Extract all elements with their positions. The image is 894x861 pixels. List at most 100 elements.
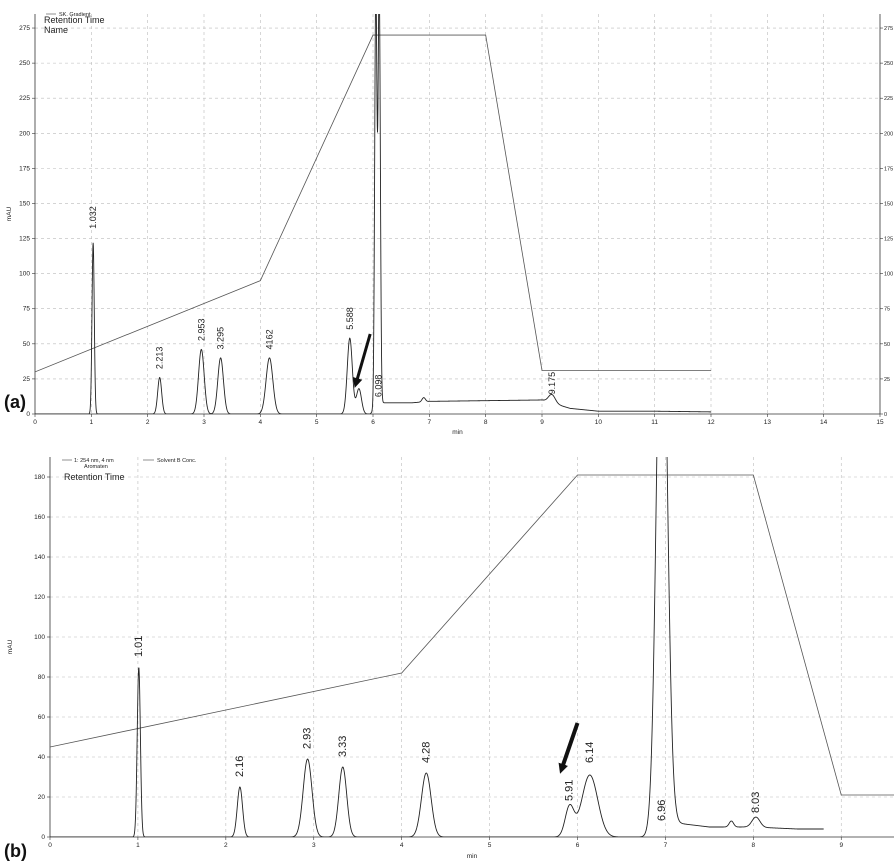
legend-entry: Retention Time bbox=[44, 15, 105, 25]
peak-label: 5.91 bbox=[564, 780, 576, 801]
y-tick-label: 160 bbox=[34, 514, 45, 521]
x-tick-label: 7 bbox=[428, 419, 432, 426]
x-tick-label: 1 bbox=[90, 419, 94, 426]
peak-label: 5.588 bbox=[345, 307, 355, 330]
grid bbox=[50, 457, 894, 837]
x-tick-label: 10 bbox=[595, 419, 603, 426]
y-tick-label: 20 bbox=[38, 794, 46, 801]
panel-label-a: (a) bbox=[4, 392, 26, 412]
peak-label: 3.33 bbox=[337, 736, 349, 757]
x-tick-label: 8 bbox=[752, 842, 756, 849]
peak-label: 9.175 bbox=[547, 372, 557, 395]
x-tick-label: 5 bbox=[488, 842, 492, 849]
x-tick-label: 7 bbox=[664, 842, 668, 849]
peak-label: 2.16 bbox=[234, 756, 246, 777]
peak-label: 1.032 bbox=[88, 206, 98, 229]
x-tick-label: 5 bbox=[315, 419, 319, 426]
peak-label: 8.03 bbox=[750, 792, 762, 813]
y-tick-label: 120 bbox=[34, 594, 45, 601]
x-tick-label: 3 bbox=[202, 419, 206, 426]
y-tick-label: 275 bbox=[19, 25, 30, 32]
x-tick-label: 9 bbox=[839, 842, 843, 849]
x-axis-label: min bbox=[452, 429, 463, 436]
y-tick-label-right: 225 bbox=[884, 96, 893, 102]
legend-entry: Retention Time bbox=[64, 472, 125, 482]
plot-area bbox=[35, 14, 711, 414]
x-tick-label: 8 bbox=[484, 419, 488, 426]
y-tick-label: 25 bbox=[23, 376, 31, 383]
y-tick-label: 140 bbox=[34, 554, 45, 561]
panel-label-b: (b) bbox=[4, 841, 27, 861]
peak-label: 4162 bbox=[264, 329, 274, 349]
y-tick-label-right: 200 bbox=[884, 131, 893, 137]
chart-panel-b: 0 1 2 3 4 5 6 7 8 9 0 20 40 60 80 100 120 140 160 180 min mAU… bbox=[7, 457, 894, 860]
x-tick-label: 4 bbox=[400, 842, 404, 849]
y-tick-label-right: 175 bbox=[884, 166, 893, 172]
y-tick-label: 150 bbox=[19, 200, 30, 207]
legend-entry: SK. Gradient bbox=[59, 12, 91, 18]
x-tick-label: 2 bbox=[224, 842, 228, 849]
x-tick-label: 11 bbox=[651, 419, 658, 426]
x-tick-label: 4 bbox=[259, 419, 263, 426]
chromatogram-line bbox=[50, 457, 824, 837]
x-tick-label: 6 bbox=[371, 419, 375, 426]
y-tick-label: 75 bbox=[23, 306, 31, 313]
legend-entry: Name bbox=[44, 25, 68, 35]
x-tick-label: 9 bbox=[540, 419, 544, 426]
grid bbox=[35, 14, 880, 414]
y-tick-label-right: 125 bbox=[884, 237, 893, 243]
peak-label: 2.213 bbox=[155, 347, 165, 370]
y-tick-label-right: 250 bbox=[884, 61, 893, 67]
peak-label: 6.96 bbox=[656, 800, 668, 821]
x-tick-label: 13 bbox=[764, 419, 772, 426]
y-tick-label: 125 bbox=[19, 236, 30, 243]
y-tick-label: 40 bbox=[38, 754, 46, 761]
y-tick-label-right: 50 bbox=[884, 342, 890, 348]
y-tick-label: 250 bbox=[19, 60, 30, 67]
y-tick-label: 0 bbox=[41, 834, 45, 841]
legend-entry: 1: 254 nm, 4 nm bbox=[74, 458, 114, 464]
x-tick-label: 12 bbox=[707, 419, 715, 426]
x-axis-label: min bbox=[467, 853, 478, 860]
peak-label: 4.28 bbox=[420, 742, 432, 763]
y-tick-label: 225 bbox=[19, 95, 30, 102]
x-tick-label: 1 bbox=[136, 842, 140, 849]
x-tick-label: 6 bbox=[576, 842, 580, 849]
peak-label: 2.953 bbox=[196, 318, 206, 341]
x-tick-label: 3 bbox=[312, 842, 316, 849]
legend-entry: Solvent B Conc. bbox=[157, 458, 197, 464]
y-tick-label: 100 bbox=[19, 271, 30, 278]
y-axis-label: mAU bbox=[7, 639, 14, 654]
y-tick-label: 180 bbox=[34, 474, 45, 481]
peak-label: 1.01 bbox=[133, 636, 145, 657]
annotation-arrow bbox=[558, 722, 580, 774]
chromatogram-line bbox=[35, 14, 711, 414]
y-axis-label: mAU bbox=[6, 206, 13, 221]
peak-label: 2.93 bbox=[302, 728, 314, 749]
y-tick-label-right: 0 bbox=[884, 412, 887, 418]
y-tick-label: 0 bbox=[26, 411, 30, 418]
x-tick-label: 14 bbox=[820, 419, 828, 426]
peak-label: 6.098 bbox=[374, 375, 384, 398]
y-tick-label-right: 75 bbox=[884, 307, 890, 313]
peak-label: 6.14 bbox=[584, 742, 596, 763]
x-tick-label: 0 bbox=[33, 419, 37, 426]
gradient-line bbox=[50, 474, 894, 796]
gradient-line bbox=[35, 34, 711, 373]
x-tick-label: 15 bbox=[876, 419, 884, 426]
annotation-arrow bbox=[352, 333, 372, 388]
x-tick-label: 0 bbox=[48, 842, 52, 849]
y-tick-label: 175 bbox=[19, 165, 30, 172]
plot-area bbox=[50, 457, 894, 837]
y-tick-label: 200 bbox=[19, 130, 30, 137]
legend-entry-continued: Aromaten bbox=[84, 464, 108, 470]
y-tick-label: 60 bbox=[38, 714, 46, 721]
x-tick-label: 2 bbox=[146, 419, 150, 426]
y-tick-label-right: 150 bbox=[884, 201, 893, 207]
y-tick-label-right: 100 bbox=[884, 272, 893, 278]
y-tick-label: 100 bbox=[34, 634, 45, 641]
y-tick-label-right: 25 bbox=[884, 377, 890, 383]
